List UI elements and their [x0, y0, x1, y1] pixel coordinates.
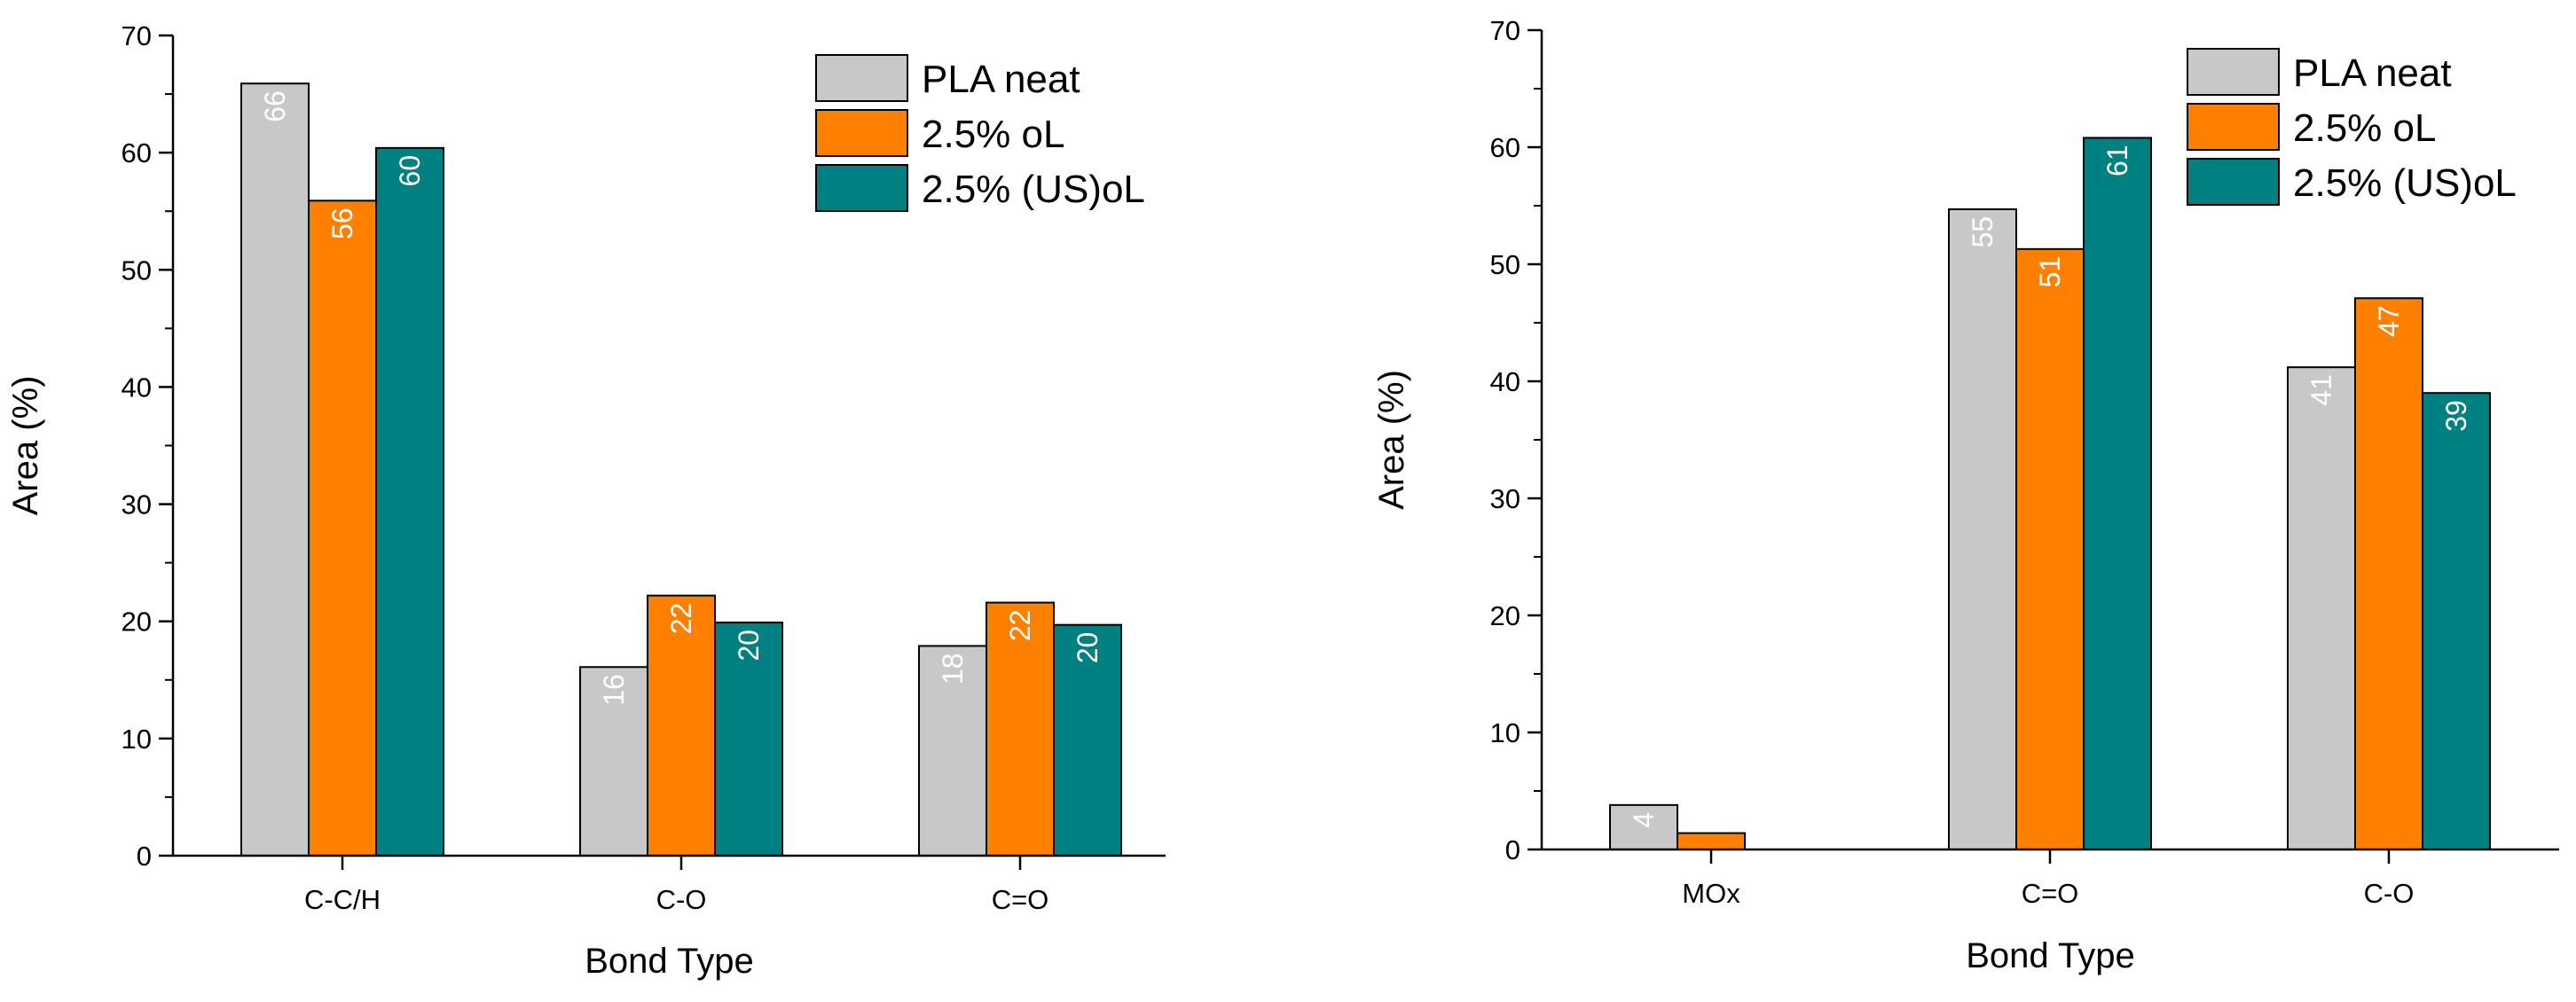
y-tick-label: 50 [122, 254, 152, 286]
bar [1053, 623, 1122, 857]
legend-swatch [2187, 103, 2280, 151]
y-tick-label: 60 [1490, 132, 1520, 163]
bar-value-label: 61 [2101, 145, 2133, 176]
y-tick-label: 40 [1490, 366, 1520, 397]
y-tick-label: 30 [1490, 483, 1520, 514]
x-tick-label: C-O [656, 884, 707, 915]
legend-label: PLA neat [922, 58, 1080, 101]
y-tick-label: 70 [1490, 15, 1520, 46]
y-tick-label: 30 [122, 489, 152, 521]
x-axis-title: Bond Type [585, 942, 754, 981]
bar-value-label: 47 [2373, 305, 2405, 337]
legend-swatch [815, 54, 908, 102]
bar [647, 594, 716, 857]
legend-label: 2.5% (US)oL [2293, 161, 2517, 205]
y-tick-label: 10 [122, 724, 152, 755]
y-axis-title: Area (%) [1372, 370, 1411, 510]
x-tick-label: C=O [992, 884, 1049, 915]
bar [2287, 366, 2356, 851]
legend: PLA neat 2.5% oL 2.5% (US)oL [815, 54, 1145, 212]
x-tick-label: MOx [1682, 878, 1740, 909]
bar-value-label: 22 [665, 603, 697, 635]
bar [2422, 392, 2491, 850]
legend: PLA neat 2.5% oL 2.5% (US)oL [2187, 48, 2517, 206]
bar-value-label: 66 [259, 90, 291, 122]
x-tick-label: C-C/H [304, 884, 381, 915]
x-tick-label: C-O [2364, 878, 2415, 909]
bar-value-label: 20 [733, 630, 765, 661]
y-tick-label: 0 [1505, 834, 1520, 865]
bar-value-label: 56 [326, 207, 358, 239]
bar-value-label: 20 [1072, 632, 1103, 664]
bar [375, 146, 444, 857]
legend-swatch [815, 109, 908, 157]
chart-panel-1: 66 16 18 56 22 22 60 20 20 0 10 20 30 40 50 60 70 C-C/H C-… [6, 20, 1166, 981]
bar [2354, 297, 2423, 850]
y-tick-label: 10 [1490, 717, 1520, 748]
bar [2083, 137, 2152, 850]
bar-value-label: 22 [1004, 610, 1036, 642]
bar-value-label: 41 [2305, 374, 2337, 406]
bar-value-label: 18 [937, 653, 969, 685]
y-tick-label: 70 [122, 20, 152, 51]
bar-value-label: 51 [2034, 256, 2066, 288]
legend-label: PLA neat [2293, 51, 2452, 95]
bar [240, 82, 310, 857]
bar-value-label: 39 [2440, 400, 2472, 432]
x-tick-label: C=O [2022, 878, 2079, 909]
legend-swatch [815, 164, 908, 212]
legend-label: 2.5% (US)oL [922, 168, 1145, 211]
bar [1948, 207, 2017, 850]
legend-label: 2.5% oL [2293, 106, 2436, 150]
bar-value-label: 4 [1628, 812, 1660, 828]
y-tick-label: 50 [1490, 249, 1520, 280]
bar-value-label: 60 [394, 155, 426, 187]
bar [918, 645, 987, 857]
bar-value-label: 55 [1967, 216, 1999, 248]
bar [1677, 832, 1746, 851]
bar [1609, 803, 1678, 851]
legend-swatch [2187, 48, 2280, 96]
legend-swatch [2187, 158, 2280, 206]
y-tick-label: 20 [1490, 600, 1520, 631]
y-tick-label: 40 [122, 372, 152, 403]
legend-label: 2.5% oL [922, 113, 1064, 156]
y-tick-label: 0 [137, 841, 152, 872]
bar-value-label: 16 [598, 674, 630, 706]
y-tick-label: 20 [122, 607, 152, 638]
bar [308, 200, 377, 857]
bar [2015, 247, 2085, 850]
y-axis-title: Area (%) [6, 376, 45, 516]
bar [579, 666, 648, 857]
chart-panel-2: 4 55 41 51 47 61 39 0 10 20 30 40 50 60 70 MOx C=O C-O Are… [1372, 15, 2559, 975]
y-tick-label: 60 [122, 137, 152, 168]
x-axis-title: Bond Type [1966, 936, 2135, 975]
